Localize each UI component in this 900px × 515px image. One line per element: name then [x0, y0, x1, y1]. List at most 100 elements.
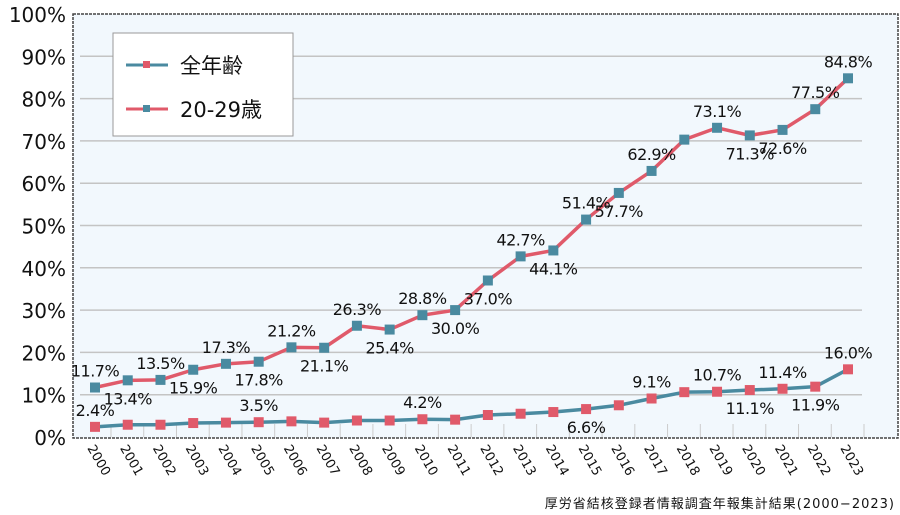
source-note: 厚労省結核登録者情報調査年報集計結果(2000−2023) [545, 496, 895, 512]
data-label: 30.0% [431, 319, 480, 338]
data-label: 51.4% [562, 194, 611, 213]
data-point [646, 165, 657, 176]
data-label: 37.0% [464, 289, 513, 308]
y-tick-label: 0% [34, 426, 66, 450]
data-label: 84.8% [824, 52, 873, 71]
data-point [679, 387, 690, 398]
y-tick-label: 80% [22, 88, 66, 112]
x-tick-label: 2010 [411, 443, 441, 479]
data-point [613, 400, 624, 411]
x-tick-label: 2008 [345, 443, 375, 479]
data-label: 16.0% [824, 343, 873, 362]
data-point [220, 417, 231, 428]
data-point [810, 104, 821, 115]
data-point [319, 417, 330, 428]
y-tick-label: 100% [9, 3, 66, 27]
x-tick-label: 2000 [84, 443, 114, 479]
legend-marker-all-ages [143, 61, 150, 68]
data-point [581, 404, 592, 415]
x-tick-label: 2007 [313, 443, 343, 479]
data-point [351, 415, 362, 426]
data-point [712, 386, 723, 397]
series-line [94, 77, 850, 390]
x-tick-label: 2004 [214, 443, 244, 479]
data-label: 71.3% [726, 144, 775, 163]
data-label: 42.7% [496, 230, 545, 249]
data-label: 73.1% [693, 102, 742, 121]
y-tick-label: 10% [22, 384, 66, 408]
data-label: 44.1% [529, 259, 578, 278]
data-point [646, 393, 657, 404]
data-point [253, 356, 264, 367]
data-point [319, 342, 330, 353]
data-label: 17.3% [202, 338, 251, 357]
series-all-ages: 2.4% 3.5% 4.2% 6.6% 9.1% 10.7% 11.1% 11.4% 11.9%… [76, 343, 873, 437]
data-point [450, 414, 461, 425]
y-tick-label: 90% [22, 45, 66, 69]
y-tick-label: 50% [22, 215, 66, 239]
data-point [90, 421, 100, 432]
data-point [744, 385, 755, 396]
x-tick-label: 2001 [116, 443, 146, 479]
data-point [188, 418, 199, 429]
x-tick-label: 2014 [542, 443, 572, 479]
data-label: 77.5% [791, 83, 840, 102]
data-point [482, 275, 493, 286]
data-point [515, 251, 526, 262]
data-label: 11.1% [726, 399, 775, 418]
data-label: 11.9% [791, 396, 840, 415]
x-tick-label: 2006 [280, 443, 310, 479]
data-point [810, 381, 821, 392]
x-tick-label: 2020 [738, 443, 768, 479]
legend: 全年齢 20-29歳 [112, 32, 294, 137]
data-label: 57.7% [595, 202, 644, 221]
data-label: 11.4% [758, 363, 807, 382]
data-point [417, 414, 428, 425]
data-point [384, 324, 395, 335]
series-line [94, 367, 849, 429]
data-point [155, 374, 166, 385]
x-tick-label: 2016 [607, 443, 637, 479]
data-label: 13.4% [104, 389, 153, 408]
legend-marker-20-29 [143, 105, 150, 112]
data-point [679, 134, 690, 145]
data-point [548, 407, 559, 418]
data-point [220, 358, 231, 369]
x-tick-label: 2015 [575, 443, 605, 479]
y-tick-label: 20% [22, 341, 66, 365]
data-point [482, 410, 493, 421]
data-label: 25.4% [365, 339, 414, 358]
data-label: 11.7% [71, 362, 120, 381]
data-point [744, 130, 755, 141]
data-label: 21.2% [267, 321, 316, 340]
y-tick-label: 30% [22, 299, 66, 323]
data-point [188, 364, 199, 375]
data-point [351, 320, 362, 331]
data-point [155, 419, 166, 430]
data-label: 13.5% [136, 354, 185, 373]
data-point [613, 187, 624, 198]
data-point [843, 73, 853, 84]
data-point [581, 214, 592, 225]
data-label: 21.1% [300, 357, 349, 376]
series-20-29: 11.7% 13.4% 13.5% 15.9% 17.3% 17.8% 21.2% 21.1%… [71, 52, 873, 408]
data-label: 15.9% [169, 379, 218, 398]
x-tick-label: 2021 [771, 443, 801, 479]
x-tick-label: 2012 [476, 443, 506, 479]
data-label: 6.6% [567, 418, 606, 437]
x-tick-label: 2009 [378, 443, 408, 479]
data-point [90, 382, 100, 393]
x-tick-label: 2017 [640, 443, 670, 479]
y-tick-label: 40% [22, 257, 66, 281]
data-point [777, 124, 788, 135]
data-label: 62.9% [627, 145, 676, 164]
data-point [515, 408, 526, 419]
y-tick-label: 70% [22, 130, 66, 154]
x-tick-label: 2011 [444, 443, 474, 479]
data-point [843, 364, 853, 375]
data-label: 10.7% [693, 366, 742, 385]
x-tick-label: 2013 [509, 443, 539, 479]
data-point [122, 375, 133, 386]
data-point [122, 419, 133, 430]
